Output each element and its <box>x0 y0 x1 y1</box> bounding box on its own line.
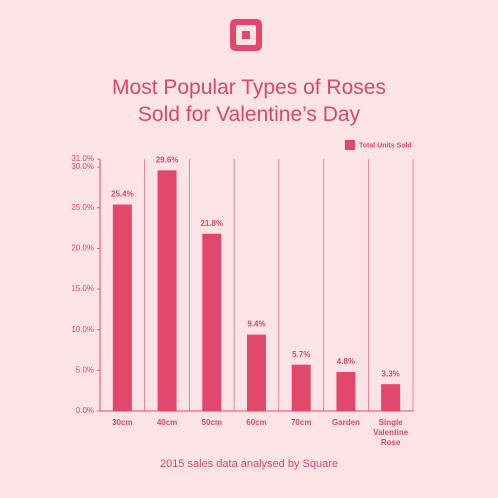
bar <box>291 364 311 411</box>
chart-title: Most Popular Types of Roses Sold for Val… <box>112 76 386 126</box>
x-tick-label: Single Valentine Rose <box>373 418 409 447</box>
x-tick-label: 60cm <box>246 418 267 427</box>
bar <box>247 334 266 411</box>
y-tick-label: 31.0% <box>71 154 94 163</box>
value-label: 4.8% <box>337 357 355 366</box>
logo <box>230 19 262 51</box>
legend-swatch <box>345 140 355 150</box>
y-tick-label: 10.0% <box>71 325 94 334</box>
x-tick-label: 70cm <box>290 418 312 427</box>
legend-label: Total Units Sold <box>359 142 412 149</box>
value-label: 25.4% <box>111 190 134 199</box>
value-label: 9.4% <box>247 320 265 329</box>
x-tick-label: 40cm <box>156 418 178 427</box>
y-tick-label: 0.0% <box>76 406 94 415</box>
y-tick-label: 5.0% <box>76 365 94 374</box>
x-tick-label: Garden <box>331 418 360 427</box>
value-label: 21.8% <box>200 219 223 228</box>
bar <box>202 233 222 411</box>
y-tick-label: 25.0% <box>71 203 94 212</box>
bar <box>157 170 177 411</box>
bar <box>381 384 401 411</box>
x-tick-label: 50cm <box>201 418 223 427</box>
value-label: 5.7% <box>292 350 310 359</box>
y-tick-label: 20.0% <box>71 244 94 253</box>
bar <box>336 371 356 411</box>
value-label: 3.3% <box>382 369 400 378</box>
y-tick-label: 15.0% <box>71 284 94 293</box>
y-tick-label: 30.0% <box>71 162 94 171</box>
x-tick-label: 30cm <box>112 418 133 427</box>
footnote: 2015 sales data analysed by Square <box>160 458 338 470</box>
value-label: 29.6% <box>156 155 179 164</box>
bar <box>112 204 132 411</box>
